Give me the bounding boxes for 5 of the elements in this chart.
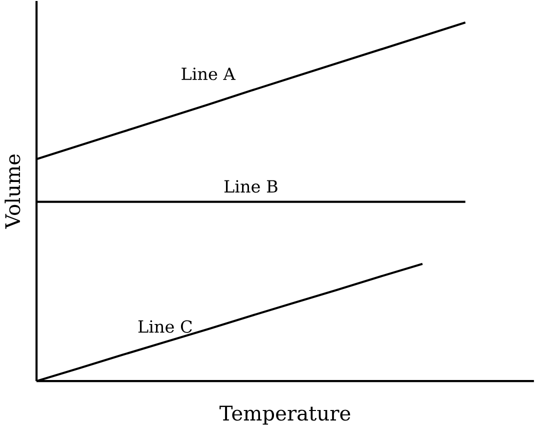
series-label: Line A bbox=[182, 67, 236, 80]
series-label: Line B bbox=[224, 180, 278, 193]
x-axis-title: Temperature bbox=[220, 406, 350, 424]
y-axis-title: Volume bbox=[4, 154, 20, 229]
series-label: Line C bbox=[138, 320, 192, 333]
